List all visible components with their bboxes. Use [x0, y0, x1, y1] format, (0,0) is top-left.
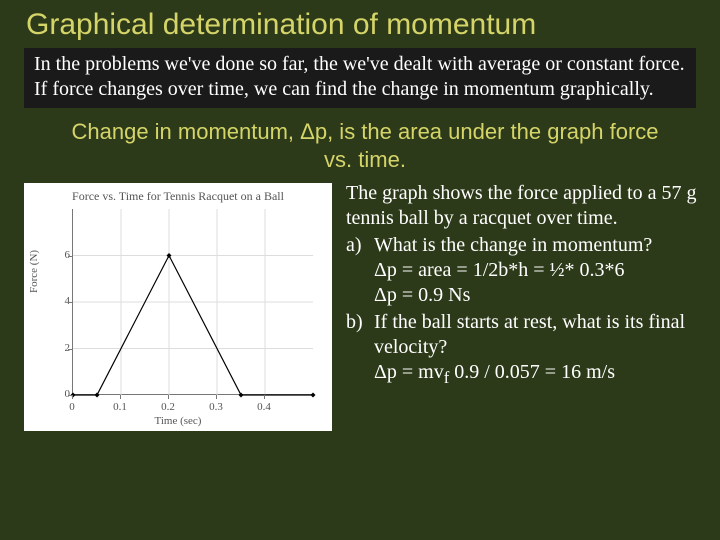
slide-title: Graphical determination of momentum	[20, 8, 700, 42]
qb-eq1: Δp = mvf 0.9 / 0.057 = 16 m/s	[374, 360, 700, 389]
chart-ylabel: Force (N)	[28, 250, 40, 293]
caption: The graph shows the force applied to a 5…	[346, 181, 700, 231]
ytick-label: 6	[54, 249, 70, 261]
chart-title: Force vs. Time for Tennis Racquet on a B…	[24, 189, 332, 204]
xtick-label: 0.1	[113, 401, 127, 413]
content-row: Force vs. Time for Tennis Racquet on a B…	[20, 179, 700, 431]
chart-xlabel: Time (sec)	[24, 415, 332, 427]
subtitle: Change in momentum, Δp, is the area unde…	[70, 118, 660, 173]
ytick-label: 2	[54, 342, 70, 354]
qa-question: What is the change in momentum?	[374, 233, 700, 258]
intro-text: In the problems we've done so far, the w…	[24, 48, 696, 108]
explanation-text: The graph shows the force applied to a 5…	[340, 179, 700, 431]
qa-eq1: Δp = area = 1/2b*h = ½* 0.3*6	[374, 258, 700, 283]
qa-eq2: Δp = 0.9 Ns	[374, 283, 700, 308]
question-a: a) What is the change in momentum? Δp = …	[346, 233, 700, 308]
force-time-chart: Force vs. Time for Tennis Racquet on a B…	[24, 183, 332, 431]
qb-question: If the ball starts at rest, what is its …	[374, 310, 700, 360]
xtick-label: 0	[69, 401, 75, 413]
plot-area	[72, 209, 312, 395]
chart-container: Force vs. Time for Tennis Racquet on a B…	[20, 179, 340, 431]
qa-label: a)	[346, 233, 374, 308]
ytick-label: 4	[54, 295, 70, 307]
ytick-label: 0	[54, 388, 70, 400]
xtick-label: 0.3	[209, 401, 223, 413]
question-b: b) If the ball starts at rest, what is i…	[346, 310, 700, 389]
qb-label: b)	[346, 310, 374, 389]
xtick-label: 0.4	[257, 401, 271, 413]
xtick-label: 0.2	[161, 401, 175, 413]
